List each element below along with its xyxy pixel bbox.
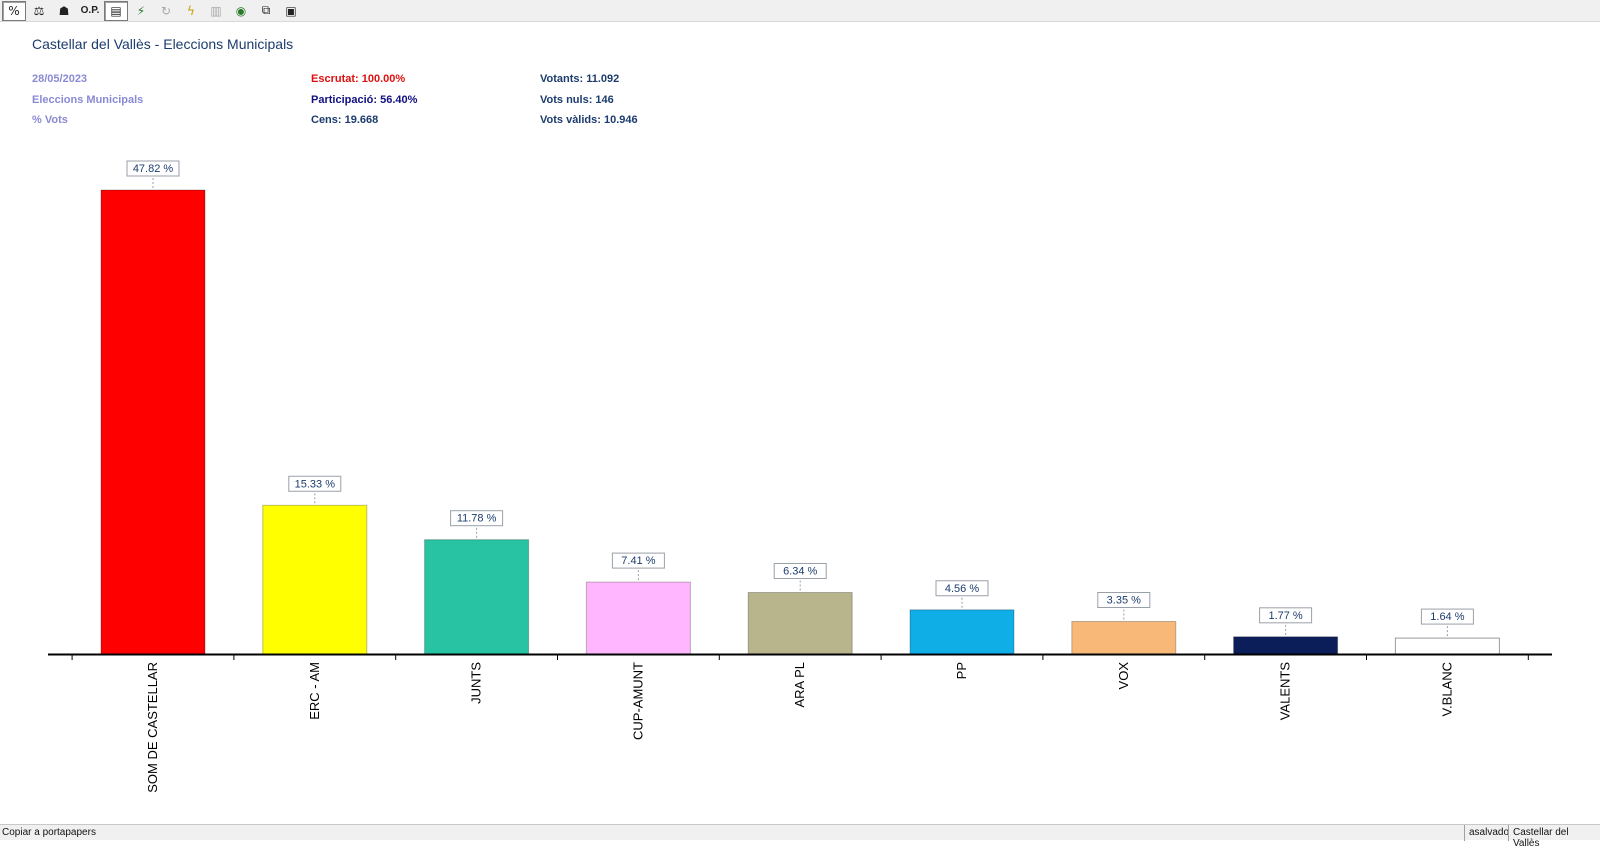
seats-icon: ⚖: [33, 3, 45, 18]
bar-3: [585, 581, 691, 655]
value-label-box-5: [935, 580, 989, 597]
status-message: Copiar a portapapers: [2, 827, 96, 838]
cens-stat: Cens: 19.668: [311, 114, 379, 126]
refresh-button[interactable]: ↻: [154, 1, 178, 21]
op-icon: O.P.: [80, 5, 100, 16]
value-label-box-2: [450, 510, 504, 527]
map-button[interactable]: ◉: [229, 1, 253, 21]
toolbar: % ⚖ ☗ O.P. ▤ ⚡ ↻ ϟ ▥ ◉ ⧉ ▣: [0, 0, 1600, 22]
bar-chart-button[interactable]: ▥: [204, 1, 228, 21]
vots-nuls-stat: Vots nuls: 146: [540, 94, 614, 106]
flash-multi-icon: ⚡: [136, 3, 146, 18]
value-label-box-3: [611, 552, 665, 569]
value-label-4: 6.34 %: [783, 565, 817, 577]
votants-stat: Votants: 11.092: [540, 73, 620, 85]
lightning-icon: ϟ: [187, 3, 195, 18]
category-label-7: VALENTS: [1278, 662, 1293, 721]
category-label-3: CUP-AMUNT: [630, 662, 645, 740]
category-label-2: JUNTS: [469, 662, 484, 704]
status-place: Castellar del Vallès: [1508, 825, 1600, 849]
value-label-box-4: [773, 562, 827, 579]
export-icon: ▣: [285, 3, 297, 18]
op-button[interactable]: O.P.: [77, 1, 103, 21]
refresh-icon: ↻: [160, 3, 172, 18]
copy-button[interactable]: ⧉: [254, 1, 278, 21]
candidate-button[interactable]: ☗: [52, 1, 76, 21]
value-label-box-1: [288, 475, 342, 492]
category-label-8: V.BLANC: [1439, 662, 1454, 716]
category-label-1: ERC - AM: [307, 662, 322, 720]
value-label-5: 4.56 %: [945, 583, 979, 595]
bar-2: [424, 539, 530, 655]
value-label-8: 1.64 %: [1430, 611, 1464, 623]
category-label-5: PP: [954, 662, 969, 679]
bar-8: [1394, 637, 1500, 655]
category-label-4: ARA PL: [792, 662, 807, 708]
flash-multi-button[interactable]: ⚡: [129, 1, 153, 21]
export-button[interactable]: ▣: [279, 1, 303, 21]
candidate-icon: ☗: [58, 3, 70, 18]
bar-7: [1233, 636, 1339, 655]
value-label-box-6: [1097, 591, 1151, 608]
bar-0: [100, 189, 206, 655]
value-label-0: 47.82 %: [133, 163, 174, 175]
value-label-7: 1.77 %: [1268, 610, 1302, 622]
status-bar: Copiar a portapapers asalvado Castellar …: [0, 824, 1600, 849]
category-label-6: VOX: [1116, 662, 1131, 690]
percent-icon: %: [8, 3, 20, 18]
election-date: 28/05/2023: [32, 73, 88, 85]
status-user: asalvado: [1464, 825, 1513, 841]
participacio-stat: Participació: 56.40%: [311, 94, 418, 106]
document-button[interactable]: ▤: [104, 0, 128, 21]
copy-icon: ⧉: [261, 3, 271, 17]
page-title: Castellar del Vallès - Eleccions Municip…: [32, 36, 294, 52]
value-label-3: 7.41 %: [621, 555, 655, 567]
escrutat-stat: Escrutat: 100.00%: [311, 73, 406, 85]
vots-valids-stat: Vots vàlids: 10.946: [540, 114, 638, 126]
bar-5: [909, 609, 1015, 655]
value-label-6: 3.35 %: [1107, 594, 1141, 606]
document-icon: ▤: [110, 3, 122, 18]
value-label-1: 15.33 %: [295, 478, 336, 490]
metric-label: % Vots: [32, 114, 68, 126]
value-label-box-0: [126, 160, 180, 177]
percent-button[interactable]: %: [2, 0, 26, 21]
value-label-box-8: [1420, 608, 1474, 625]
value-label-box-7: [1259, 607, 1313, 624]
election-type: Eleccions Municipals: [32, 94, 144, 106]
bar-chart-icon: ▥: [210, 3, 222, 18]
map-icon: ◉: [235, 3, 247, 18]
category-label-0: SOM DE CASTELLAR: [145, 662, 160, 793]
lightning-button[interactable]: ϟ: [179, 1, 203, 21]
bar-4: [747, 592, 853, 655]
seats-button[interactable]: ⚖: [27, 1, 51, 21]
bar-1: [262, 504, 368, 655]
value-label-2: 11.78 %: [457, 513, 497, 525]
bar-6: [1071, 621, 1177, 655]
